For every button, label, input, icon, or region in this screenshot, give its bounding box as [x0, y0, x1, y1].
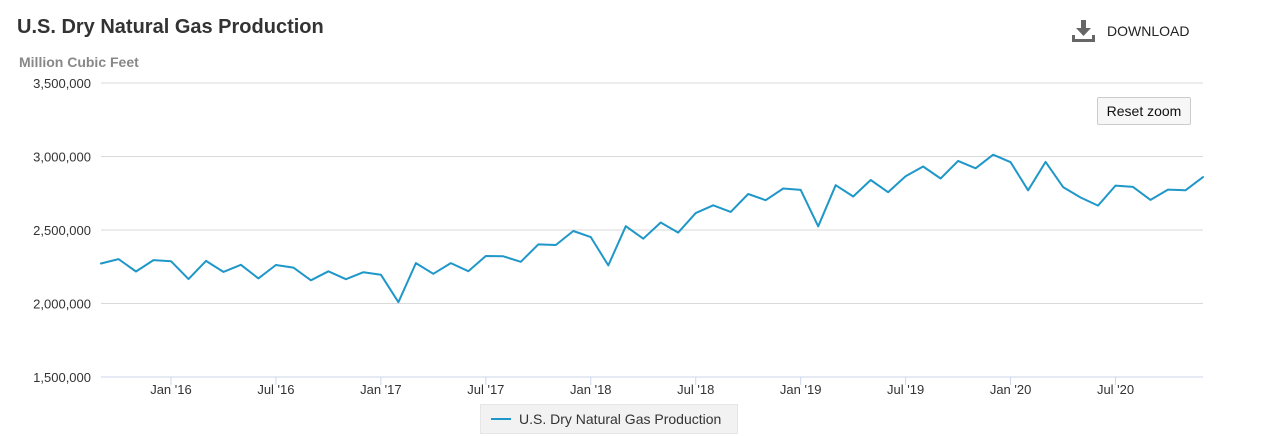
data-point[interactable]	[450, 262, 452, 264]
data-point[interactable]	[642, 238, 644, 240]
series-line[interactable]	[100, 153, 1204, 304]
data-point[interactable]	[1027, 189, 1029, 191]
series-layer	[100, 153, 1204, 304]
download-label: DOWNLOAD	[1107, 23, 1190, 39]
data-point[interactable]	[660, 221, 662, 224]
download-button[interactable]: DOWNLOAD	[1072, 20, 1189, 42]
x-tick-label: Jan '19	[780, 382, 822, 397]
data-point[interactable]	[135, 270, 137, 273]
y-axis-label: Million Cubic Feet	[19, 54, 139, 70]
download-icon	[1072, 20, 1095, 42]
data-point[interactable]	[817, 225, 819, 227]
data-point[interactable]	[1202, 176, 1204, 178]
data-point[interactable]	[555, 244, 557, 246]
data-point[interactable]	[345, 278, 347, 280]
data-point[interactable]	[1167, 189, 1169, 191]
data-point[interactable]	[625, 225, 627, 227]
data-point[interactable]	[415, 262, 417, 264]
data-point[interactable]	[1097, 205, 1099, 207]
data-point[interactable]	[572, 230, 574, 232]
data-point[interactable]	[117, 258, 120, 260]
data-point[interactable]	[502, 255, 504, 257]
data-point[interactable]	[695, 212, 697, 214]
data-point[interactable]	[100, 262, 102, 265]
data-point[interactable]	[957, 160, 959, 162]
data-point[interactable]	[362, 271, 364, 273]
data-point[interactable]	[887, 191, 889, 193]
x-tick-label: Jul '19	[887, 382, 924, 397]
data-point[interactable]	[940, 177, 942, 180]
x-tick-label: Jan '20	[990, 382, 1032, 397]
data-point[interactable]	[1080, 196, 1082, 199]
data-point[interactable]	[852, 195, 854, 198]
data-point[interactable]	[257, 277, 259, 279]
data-point[interactable]	[590, 236, 592, 238]
legend-label: U.S. Dry Natural Gas Production	[519, 411, 722, 427]
x-tick-label: Jul '17	[467, 382, 504, 397]
legend-swatch	[491, 418, 511, 420]
data-point[interactable]	[905, 175, 907, 177]
data-point[interactable]	[835, 184, 837, 186]
x-tick-label: Jul '20	[1097, 382, 1134, 397]
y-tick-label: 2,500,000	[33, 223, 91, 238]
data-point[interactable]	[747, 193, 749, 195]
data-point[interactable]	[765, 199, 767, 201]
data-point[interactable]	[537, 243, 539, 245]
x-axis: Jan '16 Jul '16 Jan '17 Jul '17 Jan '18 Jul '…	[101, 376, 1203, 397]
data-point[interactable]	[922, 165, 924, 168]
y-tick-label: 3,000,000	[33, 150, 91, 165]
reset-zoom-button[interactable]: Reset zoom	[1097, 97, 1191, 125]
data-point[interactable]	[712, 204, 714, 206]
y-tick-label: 3,500,000	[33, 76, 91, 91]
data-point[interactable]	[485, 255, 487, 257]
chart-title: U.S. Dry Natural Gas Production	[17, 16, 324, 38]
x-tick-label: Jul '18	[677, 382, 714, 397]
data-point[interactable]	[677, 232, 679, 234]
data-point[interactable]	[1132, 186, 1134, 188]
data-point[interactable]	[397, 301, 399, 303]
data-point[interactable]	[607, 264, 609, 266]
data-point[interactable]	[292, 267, 294, 269]
data-point[interactable]	[992, 154, 994, 156]
data-point[interactable]	[870, 179, 872, 181]
data-point[interactable]	[187, 278, 190, 280]
x-tick-label: Jan '17	[360, 382, 402, 397]
data-point[interactable]	[327, 270, 329, 272]
data-point[interactable]	[1149, 199, 1152, 201]
data-point[interactable]	[240, 264, 242, 266]
data-point[interactable]	[222, 271, 224, 273]
data-point[interactable]	[1184, 189, 1187, 191]
x-tick-label: Jul '16	[257, 382, 294, 397]
legend-item[interactable]: U.S. Dry Natural Gas Production	[480, 404, 738, 434]
data-point[interactable]	[380, 274, 382, 276]
data-point[interactable]	[1114, 185, 1117, 187]
data-point[interactable]	[205, 260, 207, 262]
data-point[interactable]	[152, 259, 155, 261]
data-point[interactable]	[800, 189, 802, 191]
data-point[interactable]	[1045, 161, 1047, 163]
data-point[interactable]	[170, 260, 172, 262]
data-point[interactable]	[975, 167, 977, 169]
data-point[interactable]	[730, 211, 732, 213]
data-point[interactable]	[520, 261, 522, 263]
x-tick-label: Jan '18	[570, 382, 612, 397]
data-point[interactable]	[1062, 186, 1064, 188]
data-point[interactable]	[1010, 161, 1012, 163]
y-axis: 1,500,000 2,000,000 2,500,000 3,000,000 3,50…	[33, 76, 91, 385]
x-tick-label: Jan '16	[150, 382, 192, 397]
y-tick-label: 1,500,000	[33, 370, 91, 385]
data-point[interactable]	[467, 270, 469, 272]
y-tick-label: 2,000,000	[33, 297, 91, 312]
data-point[interactable]	[432, 273, 434, 275]
data-point[interactable]	[310, 279, 312, 281]
data-point[interactable]	[782, 187, 784, 190]
data-point[interactable]	[275, 264, 277, 266]
